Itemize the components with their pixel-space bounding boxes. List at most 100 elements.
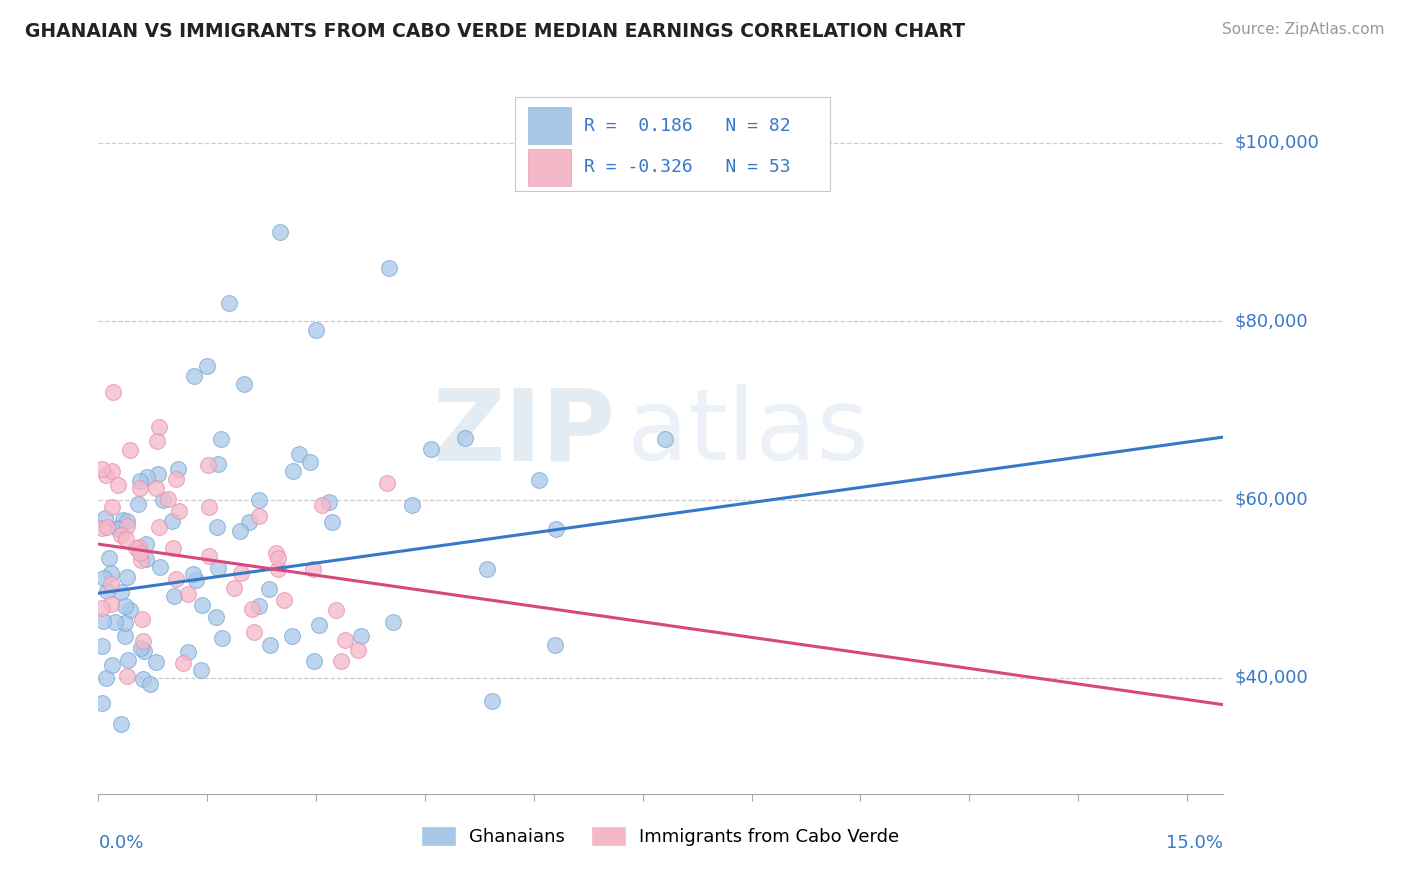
Point	[224, 581, 246, 595]
Text: 15.0%: 15.0%	[1166, 834, 1223, 852]
Point	[114, 599, 136, 613]
Point	[129, 546, 152, 560]
Text: Source: ZipAtlas.com: Source: ZipAtlas.com	[1222, 22, 1385, 37]
Point	[229, 524, 252, 539]
Point	[128, 474, 150, 488]
Point	[162, 541, 184, 555]
Point	[135, 552, 157, 566]
Point	[273, 593, 295, 607]
Point	[118, 442, 141, 457]
Point	[131, 640, 153, 655]
Text: R =  0.186   N = 82: R = 0.186 N = 82	[585, 117, 792, 135]
Point	[198, 500, 221, 514]
Point	[264, 546, 287, 560]
Point	[101, 657, 124, 672]
Point	[96, 520, 118, 534]
Point	[304, 654, 326, 668]
Point	[132, 634, 155, 648]
Point	[238, 516, 260, 530]
Point	[377, 475, 399, 490]
Point	[475, 561, 498, 575]
Text: atlas: atlas	[627, 384, 869, 481]
Point	[420, 442, 443, 457]
Point	[259, 638, 281, 652]
Point	[321, 516, 343, 530]
Point	[190, 663, 212, 677]
Point	[115, 514, 138, 528]
Point	[207, 457, 229, 471]
Point	[148, 520, 170, 534]
Point	[94, 468, 117, 483]
Point	[114, 616, 136, 631]
FancyBboxPatch shape	[529, 149, 571, 186]
Point	[401, 498, 423, 512]
Point	[145, 655, 167, 669]
Point	[145, 481, 167, 495]
Point	[156, 491, 179, 506]
Point	[114, 532, 136, 546]
Point	[162, 514, 184, 528]
Point	[128, 481, 150, 495]
Point	[93, 571, 115, 585]
Point	[654, 432, 676, 446]
Point	[136, 470, 159, 484]
Text: 0.0%: 0.0%	[98, 834, 143, 852]
Point	[117, 653, 139, 667]
Point	[149, 560, 172, 574]
Point	[152, 493, 174, 508]
Text: GHANAIAN VS IMMIGRANTS FROM CABO VERDE MEDIAN EARNINGS CORRELATION CHART: GHANAIAN VS IMMIGRANTS FROM CABO VERDE M…	[25, 22, 966, 41]
Point	[91, 696, 114, 710]
Point	[269, 225, 291, 239]
Point	[91, 601, 114, 615]
Point	[110, 584, 132, 599]
Point	[283, 464, 305, 478]
Text: ZIP: ZIP	[433, 384, 616, 481]
Point	[377, 260, 399, 275]
Point	[195, 359, 218, 373]
Point	[132, 672, 155, 686]
Point	[257, 582, 280, 596]
Point	[330, 654, 353, 668]
Point	[146, 434, 169, 449]
Point	[172, 657, 194, 671]
Point	[333, 633, 356, 648]
Point	[101, 500, 124, 514]
Point	[118, 602, 141, 616]
Text: R = -0.326   N = 53: R = -0.326 N = 53	[585, 159, 792, 177]
Point	[132, 644, 155, 658]
Point	[107, 477, 129, 491]
Point	[346, 642, 368, 657]
Point	[177, 645, 200, 659]
Point	[177, 586, 200, 600]
Point	[288, 446, 311, 460]
Text: $80,000: $80,000	[1234, 312, 1308, 330]
Point	[299, 455, 322, 469]
Point	[91, 462, 114, 476]
Point	[131, 612, 153, 626]
Point	[207, 561, 229, 575]
Point	[115, 669, 138, 683]
Point	[100, 577, 122, 591]
Point	[240, 602, 263, 616]
Point	[163, 589, 186, 603]
Point	[211, 632, 233, 646]
Point	[96, 584, 118, 599]
Point	[139, 677, 162, 691]
Point	[107, 521, 129, 535]
Point	[111, 513, 134, 527]
Point	[93, 511, 115, 525]
Point	[117, 570, 139, 584]
Point	[318, 495, 340, 509]
Point	[91, 521, 114, 535]
Point	[165, 572, 187, 586]
Text: $40,000: $40,000	[1234, 669, 1308, 687]
Point	[481, 694, 503, 708]
Point	[229, 566, 252, 581]
Point	[197, 458, 219, 472]
Point	[128, 540, 150, 554]
Point	[454, 431, 477, 445]
Point	[91, 614, 114, 628]
Point	[127, 497, 149, 511]
Point	[350, 629, 373, 643]
Point	[247, 599, 270, 613]
